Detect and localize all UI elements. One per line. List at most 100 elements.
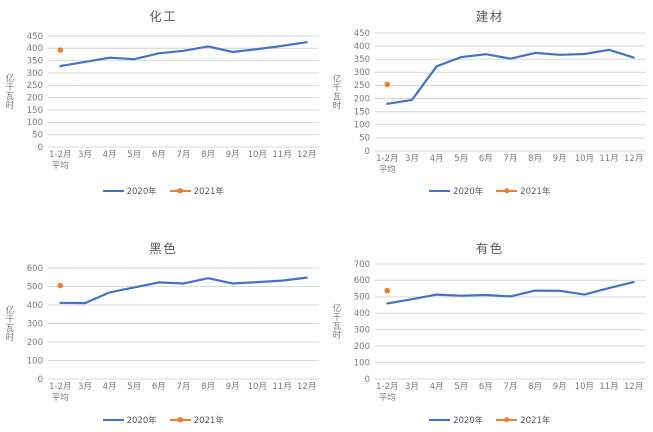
y-tick-label: 250 bbox=[353, 81, 369, 91]
chart-legend: 2020年 2021年 bbox=[327, 414, 653, 426]
y-tick-label: 400 bbox=[353, 309, 369, 319]
legend-label-2021: 2021年 bbox=[193, 416, 224, 426]
x-tick-label: 4月 bbox=[103, 150, 117, 160]
y-tick-label: 600 bbox=[27, 264, 43, 274]
data-point bbox=[384, 81, 390, 88]
y-axis-title: 亿 bbox=[332, 303, 341, 314]
chart-legend: 2020年 2021年 bbox=[327, 185, 653, 197]
x-tick-label: 10月 bbox=[248, 382, 267, 392]
y-tick-label: 300 bbox=[27, 319, 43, 329]
x-tick-label: 10月 bbox=[574, 382, 593, 392]
y-axis-title: 千 bbox=[6, 314, 15, 325]
x-tick-label: 8月 bbox=[528, 154, 542, 164]
x-tick-label: 4月 bbox=[429, 154, 443, 164]
line-marker-icon bbox=[429, 189, 451, 193]
x-tick-label: 5月 bbox=[454, 382, 468, 392]
line-marker-icon bbox=[102, 189, 124, 193]
chart-legend: 2020年 2021年 bbox=[0, 185, 327, 197]
y-tick-label: 400 bbox=[353, 42, 369, 52]
line-marker-icon bbox=[102, 418, 124, 422]
y-tick-label: 350 bbox=[27, 56, 43, 66]
legend-label-2021: 2021年 bbox=[520, 187, 551, 197]
y-axis-title: 时 bbox=[6, 332, 15, 343]
x-tick-label: 5月 bbox=[454, 154, 468, 164]
x-tick-label: 5月 bbox=[127, 150, 141, 160]
x-tick-label: 11月 bbox=[599, 154, 618, 164]
y-tick-label: 700 bbox=[353, 260, 369, 270]
x-tick-label: 9月 bbox=[552, 382, 566, 392]
x-tick-label: 平均 bbox=[52, 160, 69, 171]
x-tick-label: 12月 bbox=[624, 382, 643, 392]
legend-label-2020: 2020年 bbox=[453, 416, 484, 426]
legend-label-2020: 2020年 bbox=[126, 416, 157, 426]
line-dot-marker-icon bbox=[169, 418, 191, 422]
x-tick-label: 7月 bbox=[503, 382, 517, 392]
y-axis-title: 瓦 bbox=[6, 92, 15, 102]
legend-item-2021: 2021年 bbox=[496, 185, 550, 197]
y-tick-label: 500 bbox=[353, 293, 369, 303]
legend-label-2020: 2020年 bbox=[126, 187, 157, 197]
x-tick-label: 平均 bbox=[378, 392, 395, 403]
y-tick-label: 250 bbox=[27, 81, 43, 91]
line-dot-marker-icon bbox=[496, 189, 518, 193]
x-tick-label: 6月 bbox=[152, 150, 166, 160]
series-line bbox=[59, 41, 308, 68]
x-tick-label: 4月 bbox=[103, 382, 117, 392]
data-point bbox=[384, 287, 390, 294]
data-point bbox=[57, 47, 64, 53]
x-tick-label: 9月 bbox=[226, 382, 240, 392]
y-tick-label: 50 bbox=[359, 134, 370, 144]
y-axis-title: 亿 bbox=[332, 74, 341, 85]
chart-title: 化工 bbox=[149, 9, 178, 24]
y-tick-label: 200 bbox=[27, 93, 43, 103]
x-tick-label: 8月 bbox=[201, 382, 215, 392]
y-tick-label: 0 bbox=[364, 147, 369, 157]
x-tick-label: 7月 bbox=[503, 154, 517, 164]
y-tick-label: 100 bbox=[27, 118, 43, 128]
y-tick-label: 300 bbox=[27, 69, 43, 79]
legend-label-2021: 2021年 bbox=[193, 187, 224, 197]
x-tick-label: 5月 bbox=[127, 382, 141, 392]
legend-item-2020: 2020年 bbox=[429, 185, 483, 197]
x-tick-label: 9月 bbox=[552, 154, 566, 164]
x-tick-label: 4月 bbox=[429, 382, 443, 392]
x-tick-label: 8月 bbox=[201, 150, 215, 160]
y-axis-title: 瓦 bbox=[332, 322, 341, 332]
legend-label-2020: 2020年 bbox=[453, 187, 484, 197]
y-axis-title: 时 bbox=[6, 100, 15, 111]
x-tick-label: 平均 bbox=[378, 164, 395, 175]
chart-title: 黑色 bbox=[149, 241, 178, 256]
legend-label-2021: 2021年 bbox=[520, 416, 551, 426]
x-tick-label: 6月 bbox=[152, 382, 166, 392]
y-tick-label: 350 bbox=[353, 55, 369, 65]
x-tick-label: 10月 bbox=[574, 154, 593, 164]
x-tick-label: 8月 bbox=[528, 382, 542, 392]
chart-legend: 2020年 2021年 bbox=[0, 414, 327, 426]
x-tick-label: 1-2月 bbox=[376, 382, 398, 392]
x-tick-label: 11月 bbox=[599, 382, 618, 392]
y-tick-label: 450 bbox=[27, 32, 43, 42]
x-tick-label: 7月 bbox=[177, 382, 191, 392]
y-tick-label: 200 bbox=[353, 342, 369, 352]
x-tick-label: 3月 bbox=[404, 154, 418, 164]
y-axis-title: 瓦 bbox=[332, 93, 341, 103]
line-marker-icon bbox=[429, 418, 451, 422]
y-tick-label: 0 bbox=[38, 375, 43, 385]
x-tick-label: 7月 bbox=[177, 150, 191, 160]
y-axis-title: 千 bbox=[6, 82, 15, 93]
y-tick-label: 400 bbox=[27, 301, 43, 311]
y-tick-label: 600 bbox=[353, 276, 369, 286]
line-dot-marker-icon bbox=[169, 189, 191, 193]
x-tick-label: 3月 bbox=[78, 150, 92, 160]
y-tick-label: 100 bbox=[353, 121, 369, 131]
y-tick-label: 50 bbox=[32, 130, 43, 140]
y-tick-label: 150 bbox=[27, 106, 43, 116]
y-tick-label: 0 bbox=[364, 375, 369, 385]
line-dot-marker-icon bbox=[496, 418, 518, 422]
chart-title: 有色 bbox=[475, 241, 504, 256]
x-tick-label: 1-2月 bbox=[376, 154, 398, 164]
y-axis-title: 时 bbox=[332, 330, 341, 341]
